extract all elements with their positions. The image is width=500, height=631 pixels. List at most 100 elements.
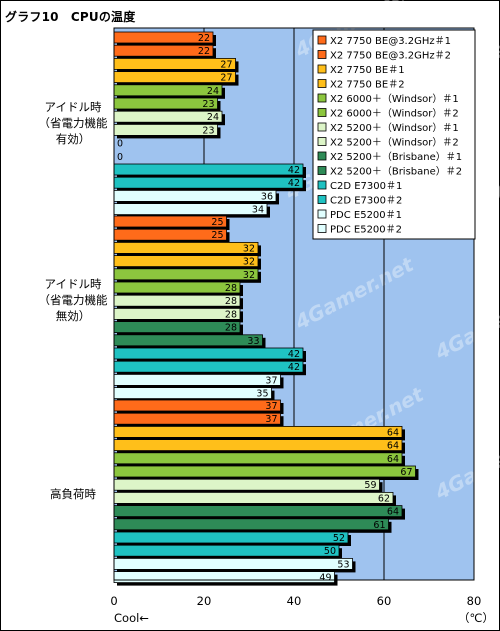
plot-border xyxy=(113,27,475,581)
legend-swatch xyxy=(317,50,327,59)
x-tick-label: 80 xyxy=(467,594,482,608)
bar-value-label: 32 xyxy=(243,270,255,281)
bar-value-label: 32 xyxy=(243,243,255,254)
x-tick-label: 60 xyxy=(377,594,392,608)
bar xyxy=(113,321,241,334)
bar-value-label: 64 xyxy=(387,427,399,438)
chart-title: グラフ10 CPUの温度 xyxy=(5,10,136,24)
bar-value-label: 24 xyxy=(207,86,219,97)
bar xyxy=(113,425,403,438)
bar-value-label: 37 xyxy=(265,414,277,425)
bar-value-label: 23 xyxy=(202,125,214,136)
x-tick-label: 40 xyxy=(287,594,302,608)
legend-entry: X2 6000＋（Windsor）＃1 xyxy=(330,93,459,105)
x-tick-label: 0 xyxy=(110,594,117,608)
bar xyxy=(113,373,281,386)
bar xyxy=(113,215,227,228)
legend-entry: C2D E7300＃2 xyxy=(330,195,402,207)
bar-value-label: 28 xyxy=(225,296,237,307)
bar-value-label: 50 xyxy=(324,546,336,557)
legend-entry: X2 7750 BE＃1 xyxy=(330,64,405,76)
bar xyxy=(113,84,223,97)
bar-value-label: 28 xyxy=(225,309,237,320)
bar xyxy=(113,58,236,70)
legend-entry: PDC E5200＃1 xyxy=(330,209,402,221)
bar xyxy=(113,334,263,347)
bar xyxy=(113,294,241,307)
bar-value-label: 22 xyxy=(198,46,210,57)
legend-swatch xyxy=(317,93,327,103)
bar xyxy=(113,71,236,83)
bar xyxy=(113,110,223,123)
bar xyxy=(113,558,353,570)
bar xyxy=(113,544,340,557)
legend-entry: X2 7750 BE＃2 xyxy=(330,79,405,91)
legend-swatch xyxy=(317,151,327,161)
legend-swatch xyxy=(317,209,327,219)
bar xyxy=(113,255,259,268)
bar xyxy=(113,189,277,202)
bar xyxy=(113,241,259,254)
bar xyxy=(113,452,403,465)
bar-value-label: 28 xyxy=(225,283,237,294)
bar xyxy=(113,518,389,531)
legend-swatch xyxy=(317,195,327,204)
bar-value-label: 59 xyxy=(364,480,376,491)
category-label: アイドル時 xyxy=(45,100,102,114)
legend-swatch xyxy=(317,137,327,146)
bar-value-label: 33 xyxy=(247,336,259,347)
legend-swatch xyxy=(317,122,327,132)
bar xyxy=(113,412,281,425)
bar-value-label: 61 xyxy=(373,520,385,531)
bar-value-label: 37 xyxy=(265,401,277,412)
bar xyxy=(113,307,241,320)
x-tick-label: 20 xyxy=(197,594,212,608)
legend-entry: X2 5200＋（Brisbane）＃1 xyxy=(330,151,462,163)
bar xyxy=(113,176,304,189)
bar-value-label: 64 xyxy=(387,441,399,452)
bar-value-label: 23 xyxy=(202,99,214,110)
bar xyxy=(113,571,335,583)
bar-value-label: 36 xyxy=(261,191,273,202)
bar xyxy=(113,163,304,176)
bar xyxy=(113,281,241,294)
bar-value-label: 37 xyxy=(265,375,277,386)
bar-value-label: 64 xyxy=(387,507,399,518)
legend-entry: X2 7750 BE@3.2GHz＃1 xyxy=(330,35,451,47)
bar-value-label: 22 xyxy=(198,33,210,44)
bar-value-label: 0 xyxy=(117,139,123,150)
bar-value-label: 28 xyxy=(225,323,237,334)
bar xyxy=(113,387,272,400)
category-label: （省電力機能 xyxy=(39,116,108,130)
bar xyxy=(113,491,394,504)
legend-entry: X2 6000＋（Windsor）＃2 xyxy=(330,108,459,120)
bar-value-label: 27 xyxy=(220,73,232,84)
legend-swatch xyxy=(317,35,327,45)
bar-value-label: 24 xyxy=(207,112,219,123)
bar-value-label: 0 xyxy=(117,152,123,163)
bar-value-label: 62 xyxy=(378,493,390,504)
legend-entry: X2 5200＋（Brisbane）＃2 xyxy=(330,166,462,178)
bar-value-label: 35 xyxy=(256,389,268,400)
bar xyxy=(113,268,259,281)
bar-value-label: 25 xyxy=(211,230,223,241)
legend-entry: PDC E5200＃2 xyxy=(330,224,402,236)
legend-entry: C2D E7300＃1 xyxy=(330,180,402,192)
category-label: アイドル時 xyxy=(45,277,102,291)
legend-swatch xyxy=(317,166,327,175)
bar xyxy=(113,360,304,373)
bar-value-label: 34 xyxy=(252,205,264,216)
bar-value-label: 67 xyxy=(400,467,412,478)
bar-value-label: 42 xyxy=(288,165,300,176)
legend-swatch xyxy=(317,64,327,74)
bar-value-label: 49 xyxy=(319,573,331,584)
bar xyxy=(113,465,416,478)
legend-swatch xyxy=(317,180,327,190)
bar xyxy=(113,505,403,518)
bar-value-label: 42 xyxy=(288,178,300,189)
category-label: （省電力機能 xyxy=(39,293,108,307)
category-label: 有効） xyxy=(56,132,91,146)
bar-value-label: 27 xyxy=(220,59,232,70)
legend-entry: X2 5200＋（Windsor）＃2 xyxy=(330,137,459,149)
